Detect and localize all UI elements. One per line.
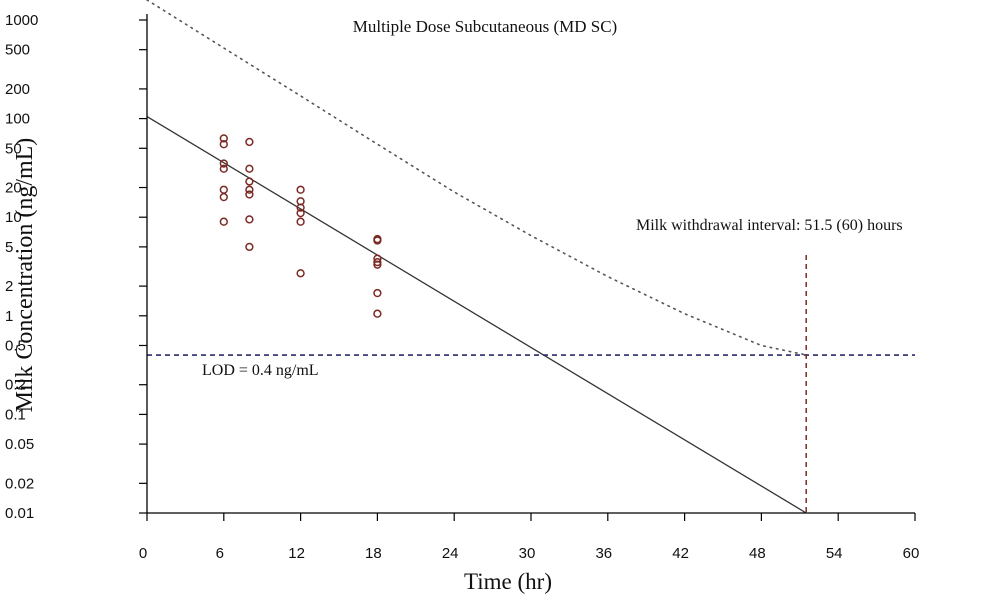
x-tick-label: 18 xyxy=(365,545,382,562)
y-tick-label: 0.02 xyxy=(5,475,34,492)
y-tick-label: 0.1 xyxy=(5,406,26,423)
data-point xyxy=(219,140,228,149)
x-tick-label: 0 xyxy=(139,545,147,562)
x-tick-label: 6 xyxy=(216,545,224,562)
data-point xyxy=(245,190,254,199)
y-tick-label: 20 xyxy=(5,180,22,197)
data-point xyxy=(219,217,228,226)
data-point xyxy=(296,269,305,278)
chart-title: Multiple Dose Subcutaneous (MD SC) xyxy=(353,17,617,36)
x-tick-label: 30 xyxy=(519,545,536,562)
axes-layer: 1000 500 200 100 50 20 10 5 2 1 0.5 0.2 0.1 0.05 0.02 0… xyxy=(5,12,919,562)
data-point xyxy=(373,309,382,318)
data-point xyxy=(373,258,382,267)
data-point xyxy=(373,260,382,269)
data-point xyxy=(373,254,382,263)
data-point xyxy=(245,185,254,194)
x-tick-label: 24 xyxy=(442,545,459,562)
y-tick-label: 50 xyxy=(5,140,22,157)
withdrawal-label: Milk withdrawal interval: 51.5 (60) hour… xyxy=(636,217,903,234)
x-tick-label: 60 xyxy=(903,545,920,562)
data-point xyxy=(296,203,305,212)
y-tick-label: 100 xyxy=(5,111,30,128)
data-point xyxy=(296,185,305,194)
x-tick-label: 12 xyxy=(288,545,305,562)
y-tick-label: 0.2 xyxy=(5,377,26,394)
y-tick-label: 0.01 xyxy=(5,505,34,522)
data-point xyxy=(245,177,254,186)
data-point xyxy=(373,236,382,245)
y-tick-label: 1000 xyxy=(5,12,38,29)
data-point xyxy=(245,137,254,147)
y-tick-label: 500 xyxy=(5,42,30,59)
y-tick-label: 10 xyxy=(5,209,22,226)
data-point xyxy=(373,288,382,298)
x-tick-label: 54 xyxy=(826,545,843,562)
data-point xyxy=(296,208,305,218)
y-tick-label: 1 xyxy=(5,308,13,325)
data-point xyxy=(219,134,228,143)
y-tick-label: 2 xyxy=(5,278,13,295)
x-tick-label: 42 xyxy=(672,545,689,562)
data-point xyxy=(219,185,228,194)
y-tick-label: 200 xyxy=(5,81,30,98)
regression-line xyxy=(146,115,807,514)
y-tick-label: 0.05 xyxy=(5,436,34,453)
data-point xyxy=(219,164,228,173)
data-point xyxy=(219,159,228,168)
data-point xyxy=(219,192,228,202)
data-point xyxy=(245,164,254,173)
points-layer xyxy=(219,134,382,318)
data-point xyxy=(245,215,254,224)
x-tick-label: 48 xyxy=(749,545,766,562)
x-tick-label: 36 xyxy=(595,545,612,562)
data-point xyxy=(296,217,305,226)
y-tick-label: 0.5 xyxy=(5,337,26,354)
data-point xyxy=(245,242,254,252)
tolerance-limit-line xyxy=(146,0,807,356)
y-axis-label: Milk Concentration (ng/mL) xyxy=(12,138,38,413)
lod-label: LOD = 0.4 ng/mL xyxy=(202,362,319,379)
x-axis-label: Time (hr) xyxy=(464,569,552,594)
lines-layer xyxy=(146,0,915,514)
y-tick-label: 5 xyxy=(5,239,13,256)
